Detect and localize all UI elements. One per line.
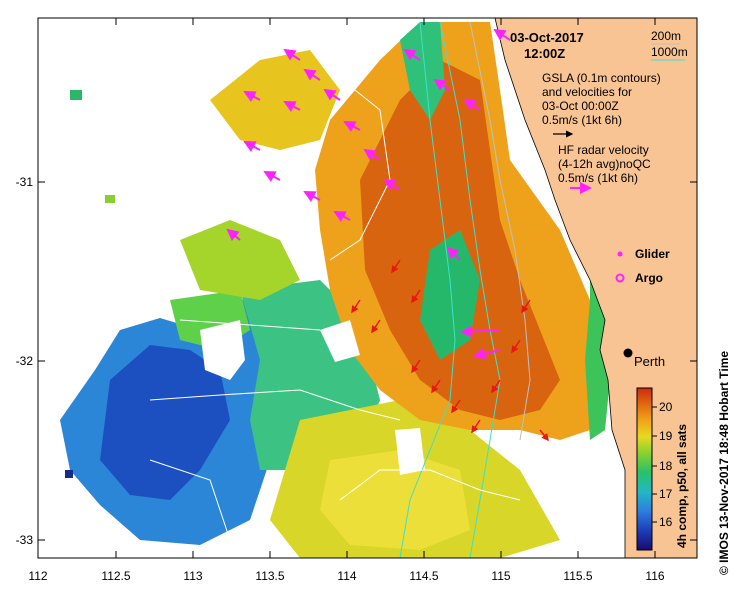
gsla-vector xyxy=(511,339,521,354)
cloud-gap-2 xyxy=(395,428,425,475)
hf-vector xyxy=(463,98,481,111)
hf-vector xyxy=(473,347,501,360)
x-tick-label: 114.5 xyxy=(409,569,438,583)
gsla-vector xyxy=(391,259,401,274)
hf-vector xyxy=(243,141,261,152)
depth-200m-contour xyxy=(469,21,531,441)
y-tick-marks xyxy=(38,181,697,541)
hf-legend-line2: (4-12h avg)noQC xyxy=(558,157,651,171)
x-tick-label: 113.5 xyxy=(255,569,284,583)
imos-credit: © IMOS 13-Nov-2017 18:48 Hobart Time xyxy=(717,351,731,575)
gsla-contour-5 xyxy=(179,319,321,331)
hf-vector xyxy=(493,28,511,41)
pixel-patch xyxy=(70,90,82,100)
hf-legend-line1: HF radar velocity xyxy=(558,143,649,157)
pixel-patch-3 xyxy=(65,470,73,478)
gsla-vector xyxy=(351,299,361,314)
colorbar-tick-label: 17 xyxy=(659,487,673,501)
transition-patch xyxy=(180,220,300,300)
hf-vector xyxy=(363,148,381,161)
hf-vector xyxy=(446,246,461,261)
map-date: 03-Oct-2017 xyxy=(510,30,584,45)
hf-vector xyxy=(403,48,421,61)
argo-label: Argo xyxy=(635,271,663,285)
hf-vector xyxy=(303,68,321,81)
gsla-contour-1 xyxy=(149,389,401,421)
hf-vector xyxy=(263,171,281,182)
gsla-contour-4 xyxy=(339,469,521,501)
gsla-vector xyxy=(451,399,461,414)
hf-vector xyxy=(460,325,501,338)
hf-radar-vectors xyxy=(226,28,511,360)
shelf-water-north xyxy=(400,22,445,120)
x-tick-label: 115 xyxy=(491,569,510,583)
x-tick-label: 113 xyxy=(183,569,202,583)
glider-label: Glider xyxy=(635,247,670,261)
gsla-vectors xyxy=(351,259,549,442)
glider-marker-icon xyxy=(617,251,623,257)
gsla-vector xyxy=(471,419,481,434)
x-tick-label: 112.5 xyxy=(101,569,130,583)
colorbar-tick-label: 18 xyxy=(659,459,673,473)
colorbar-caption: 4h comp, p50, all sats xyxy=(675,424,689,548)
hf-vector xyxy=(343,121,361,132)
city-label: Perth xyxy=(634,354,665,369)
y-tick-labels: -31 -32 -33 xyxy=(16,175,34,547)
cloud-gap xyxy=(200,320,245,380)
y-tick-label: -32 xyxy=(16,354,34,368)
hf-vector xyxy=(283,101,301,112)
hf-vector xyxy=(383,178,401,191)
cloud-gap-3 xyxy=(320,320,360,362)
gsla-legend-line1: GSLA (0.1m contours) xyxy=(542,71,661,85)
x-tick-label: 112 xyxy=(28,569,47,583)
gsla-vector xyxy=(411,289,421,304)
y-tick-label: -31 xyxy=(16,175,34,189)
plot-frame xyxy=(37,17,698,559)
warm-water-core-south xyxy=(320,450,470,550)
pixel-patch-2 xyxy=(105,195,115,203)
x-tick-label: 114 xyxy=(337,569,356,583)
x-tick-marks xyxy=(37,18,656,558)
hf-vector xyxy=(243,91,261,102)
map-time: 12:00Z xyxy=(524,46,565,61)
hf-vector xyxy=(283,48,301,61)
sst-field xyxy=(60,22,615,558)
gsla-contour-2 xyxy=(149,459,231,541)
gsla-vector xyxy=(411,359,421,374)
hf-legend-scale: 0.5m/s (1kt 6h) xyxy=(558,171,638,185)
hf-vector xyxy=(333,211,351,222)
argo-marker-icon xyxy=(615,273,625,283)
gsla-legend-line2: and velocities for xyxy=(542,85,632,99)
x-tick-label: 115.5 xyxy=(563,569,592,583)
depth-1000m-contour xyxy=(399,21,456,558)
colorbar-tick-label: 20 xyxy=(659,400,673,414)
colorbar-ticks xyxy=(652,406,657,523)
colorbar-tick-label: 16 xyxy=(659,515,673,529)
gsla-vector xyxy=(491,379,501,394)
hf-vector xyxy=(226,228,241,242)
cold-core-region xyxy=(100,345,230,500)
depth-200m-label: 200m xyxy=(651,29,681,43)
colorbar-tick-label: 19 xyxy=(659,429,673,443)
gsla-vector xyxy=(539,429,549,442)
colorbar xyxy=(636,387,653,551)
gsla-vector xyxy=(371,319,381,334)
gsla-vector xyxy=(521,299,531,314)
y-tick-label: -33 xyxy=(16,533,34,547)
x-tick-label: 116 xyxy=(645,569,664,583)
gsla-vector xyxy=(431,379,441,394)
x-tick-labels: 112 112.5 113 113.5 114 114.5 115 115.5 … xyxy=(28,569,664,583)
city-marker-icon xyxy=(623,348,633,358)
hf-vector xyxy=(303,191,321,202)
depth-1000m-label: 1000m xyxy=(651,45,688,59)
hf-vector xyxy=(433,78,451,91)
gsla-legend-scale: 0.5m/s (1kt 6h) xyxy=(542,113,622,127)
gsla-legend-line3: 03-Oct 00:00Z xyxy=(542,99,619,113)
hf-vector xyxy=(323,88,341,101)
